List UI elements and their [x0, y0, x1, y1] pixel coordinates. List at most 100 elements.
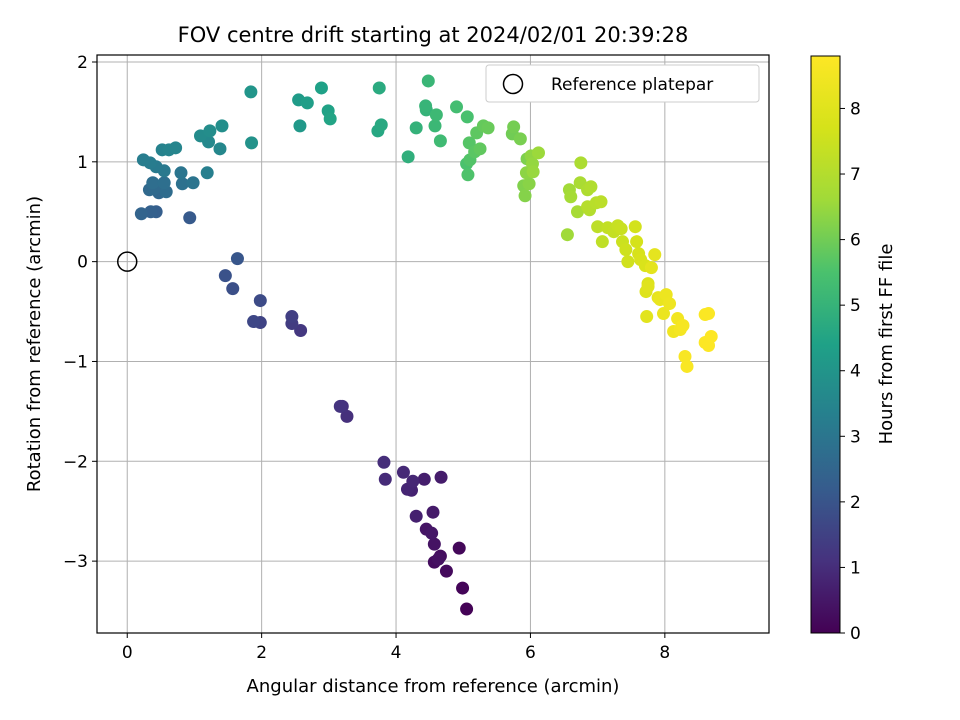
- data-point: [560, 228, 574, 242]
- data-point: [340, 409, 354, 423]
- data-point: [218, 269, 232, 283]
- data-point: [439, 564, 453, 578]
- x-tick-label: 6: [525, 643, 536, 663]
- legend: Reference platepar: [485, 64, 760, 103]
- data-point: [200, 166, 214, 180]
- data-point: [460, 110, 474, 124]
- data-point: [595, 235, 609, 249]
- data-point: [428, 119, 442, 133]
- data-point: [174, 166, 188, 180]
- legend-reference-marker: [502, 73, 524, 95]
- x-tick-label: 2: [256, 643, 267, 663]
- y-axis: −3 −2 −1 0 1 2: [63, 53, 97, 572]
- data-point: [640, 310, 654, 324]
- data-point: [157, 176, 171, 190]
- data-point: [134, 207, 148, 221]
- colorbar: 0 1 2 3 4 5 6 7 8 Hours from first FF file: [810, 55, 897, 644]
- data-point: [293, 119, 307, 133]
- data-point: [294, 324, 308, 338]
- data-point: [507, 120, 521, 134]
- data-point: [230, 252, 244, 266]
- data-point: [644, 261, 658, 275]
- data-point: [532, 146, 546, 160]
- data-point: [513, 132, 527, 146]
- data-point: [570, 205, 584, 219]
- data-point: [417, 472, 431, 486]
- y-axis-label: Rotation from reference (arcmin): [24, 196, 45, 492]
- data-point: [584, 180, 598, 194]
- data-point: [213, 142, 227, 156]
- colorbar-tick-label: 4: [850, 362, 861, 382]
- data-point: [450, 100, 464, 114]
- data-point: [676, 319, 690, 333]
- reference-platepar-marker: [116, 251, 138, 272]
- data-point: [680, 359, 694, 373]
- x-tick-label: 4: [391, 643, 402, 663]
- data-point: [614, 222, 628, 236]
- colorbar-tick-label: 2: [850, 493, 861, 513]
- x-tick-label: 8: [659, 643, 670, 663]
- colorbar-tick-label: 5: [850, 296, 861, 316]
- x-axis-label: Angular distance from reference (arcmin): [247, 676, 620, 697]
- data-point: [678, 349, 692, 363]
- data-point: [452, 541, 466, 555]
- colorbar-tick-label: 8: [850, 99, 861, 119]
- data-point: [628, 220, 642, 234]
- y-tick-label: 0: [77, 253, 88, 273]
- y-tick-label: −2: [63, 452, 88, 472]
- data-point: [591, 220, 605, 234]
- data-point: [518, 189, 532, 203]
- data-point: [247, 315, 261, 329]
- data-point: [473, 142, 487, 156]
- data-point: [426, 505, 440, 519]
- data-point: [183, 211, 197, 225]
- data-point: [663, 297, 677, 311]
- x-axis: 0 2 4 6 8: [122, 633, 670, 663]
- data-point: [460, 602, 474, 616]
- data-point: [522, 177, 536, 191]
- data-point: [656, 307, 670, 321]
- data-point: [215, 119, 229, 133]
- data-point: [175, 177, 189, 191]
- colorbar-tick-label: 6: [850, 231, 861, 251]
- data-point: [429, 108, 443, 122]
- data-point: [136, 153, 150, 167]
- colorbar-gradient: [810, 55, 841, 634]
- data-point: [244, 85, 258, 99]
- colorbar-tick-label: 1: [850, 558, 861, 578]
- colorbar-label: Hours from first FF file: [876, 244, 897, 445]
- data-point: [203, 124, 217, 138]
- colorbar-tick-label: 0: [850, 624, 861, 644]
- data-point: [401, 150, 415, 164]
- points-layer: [134, 74, 718, 616]
- y-tick-label: 2: [77, 53, 88, 73]
- legend-box: [485, 64, 760, 103]
- data-point: [253, 294, 267, 308]
- data-point: [704, 330, 718, 344]
- data-point: [372, 81, 386, 95]
- data-point: [702, 307, 716, 321]
- y-tick-label: −1: [63, 352, 88, 372]
- data-point: [323, 112, 337, 126]
- colorbar-tick-label: 7: [850, 165, 861, 185]
- legend-reference-label: Reference platepar: [551, 75, 713, 95]
- data-point: [377, 455, 391, 469]
- data-point: [186, 176, 200, 190]
- data-point: [245, 136, 259, 150]
- data-point: [419, 99, 433, 113]
- data-point: [146, 176, 160, 190]
- data-point: [374, 118, 388, 132]
- data-point: [630, 235, 644, 249]
- data-point: [314, 81, 328, 95]
- plot-frame: [96, 54, 770, 634]
- data-point: [648, 248, 662, 262]
- data-point: [434, 470, 448, 484]
- data-point: [226, 282, 240, 296]
- data-point: [378, 472, 392, 486]
- data-point: [456, 581, 470, 595]
- data-point: [433, 134, 447, 148]
- y-tick-label: 1: [77, 153, 88, 173]
- data-point: [406, 474, 420, 488]
- data-point: [425, 526, 439, 540]
